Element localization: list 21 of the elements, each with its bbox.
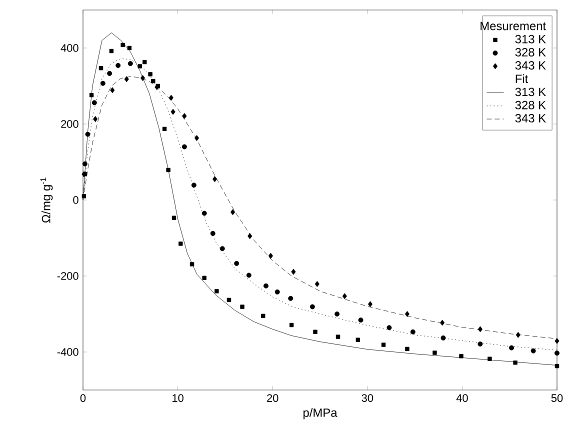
y-tick-label: -200 bbox=[57, 272, 78, 280]
x-tick-label: 10 bbox=[172, 394, 184, 402]
legend-label: 343 K bbox=[515, 61, 546, 70]
y-axis-title: Ω/mg g$^{-1}$ bbox=[40, 178, 53, 223]
x-tick-label: 50 bbox=[551, 394, 563, 402]
legend-label: 328 K bbox=[515, 48, 546, 56]
y-tick-label: 400 bbox=[60, 44, 78, 52]
x-tick-label: 30 bbox=[362, 394, 374, 402]
legend-label: 343 K bbox=[515, 114, 546, 122]
y-tick-label: 0 bbox=[73, 196, 78, 204]
y-tick-label: 200 bbox=[61, 120, 78, 128]
annotation: Fit bbox=[516, 74, 528, 84]
x-tick-label: 40 bbox=[456, 394, 468, 402]
x-tick-label: 0 bbox=[80, 394, 86, 402]
x-tick-label: 20 bbox=[267, 394, 278, 402]
legend-label: 328 K bbox=[515, 100, 546, 110]
legend-label: 313 K bbox=[515, 88, 546, 96]
y-tick-label: -400 bbox=[57, 348, 78, 356]
x-axis-title: p/MPa bbox=[303, 408, 338, 420]
legend-label: 313 K bbox=[515, 34, 546, 44]
legend-title: Mesurement bbox=[480, 22, 546, 30]
